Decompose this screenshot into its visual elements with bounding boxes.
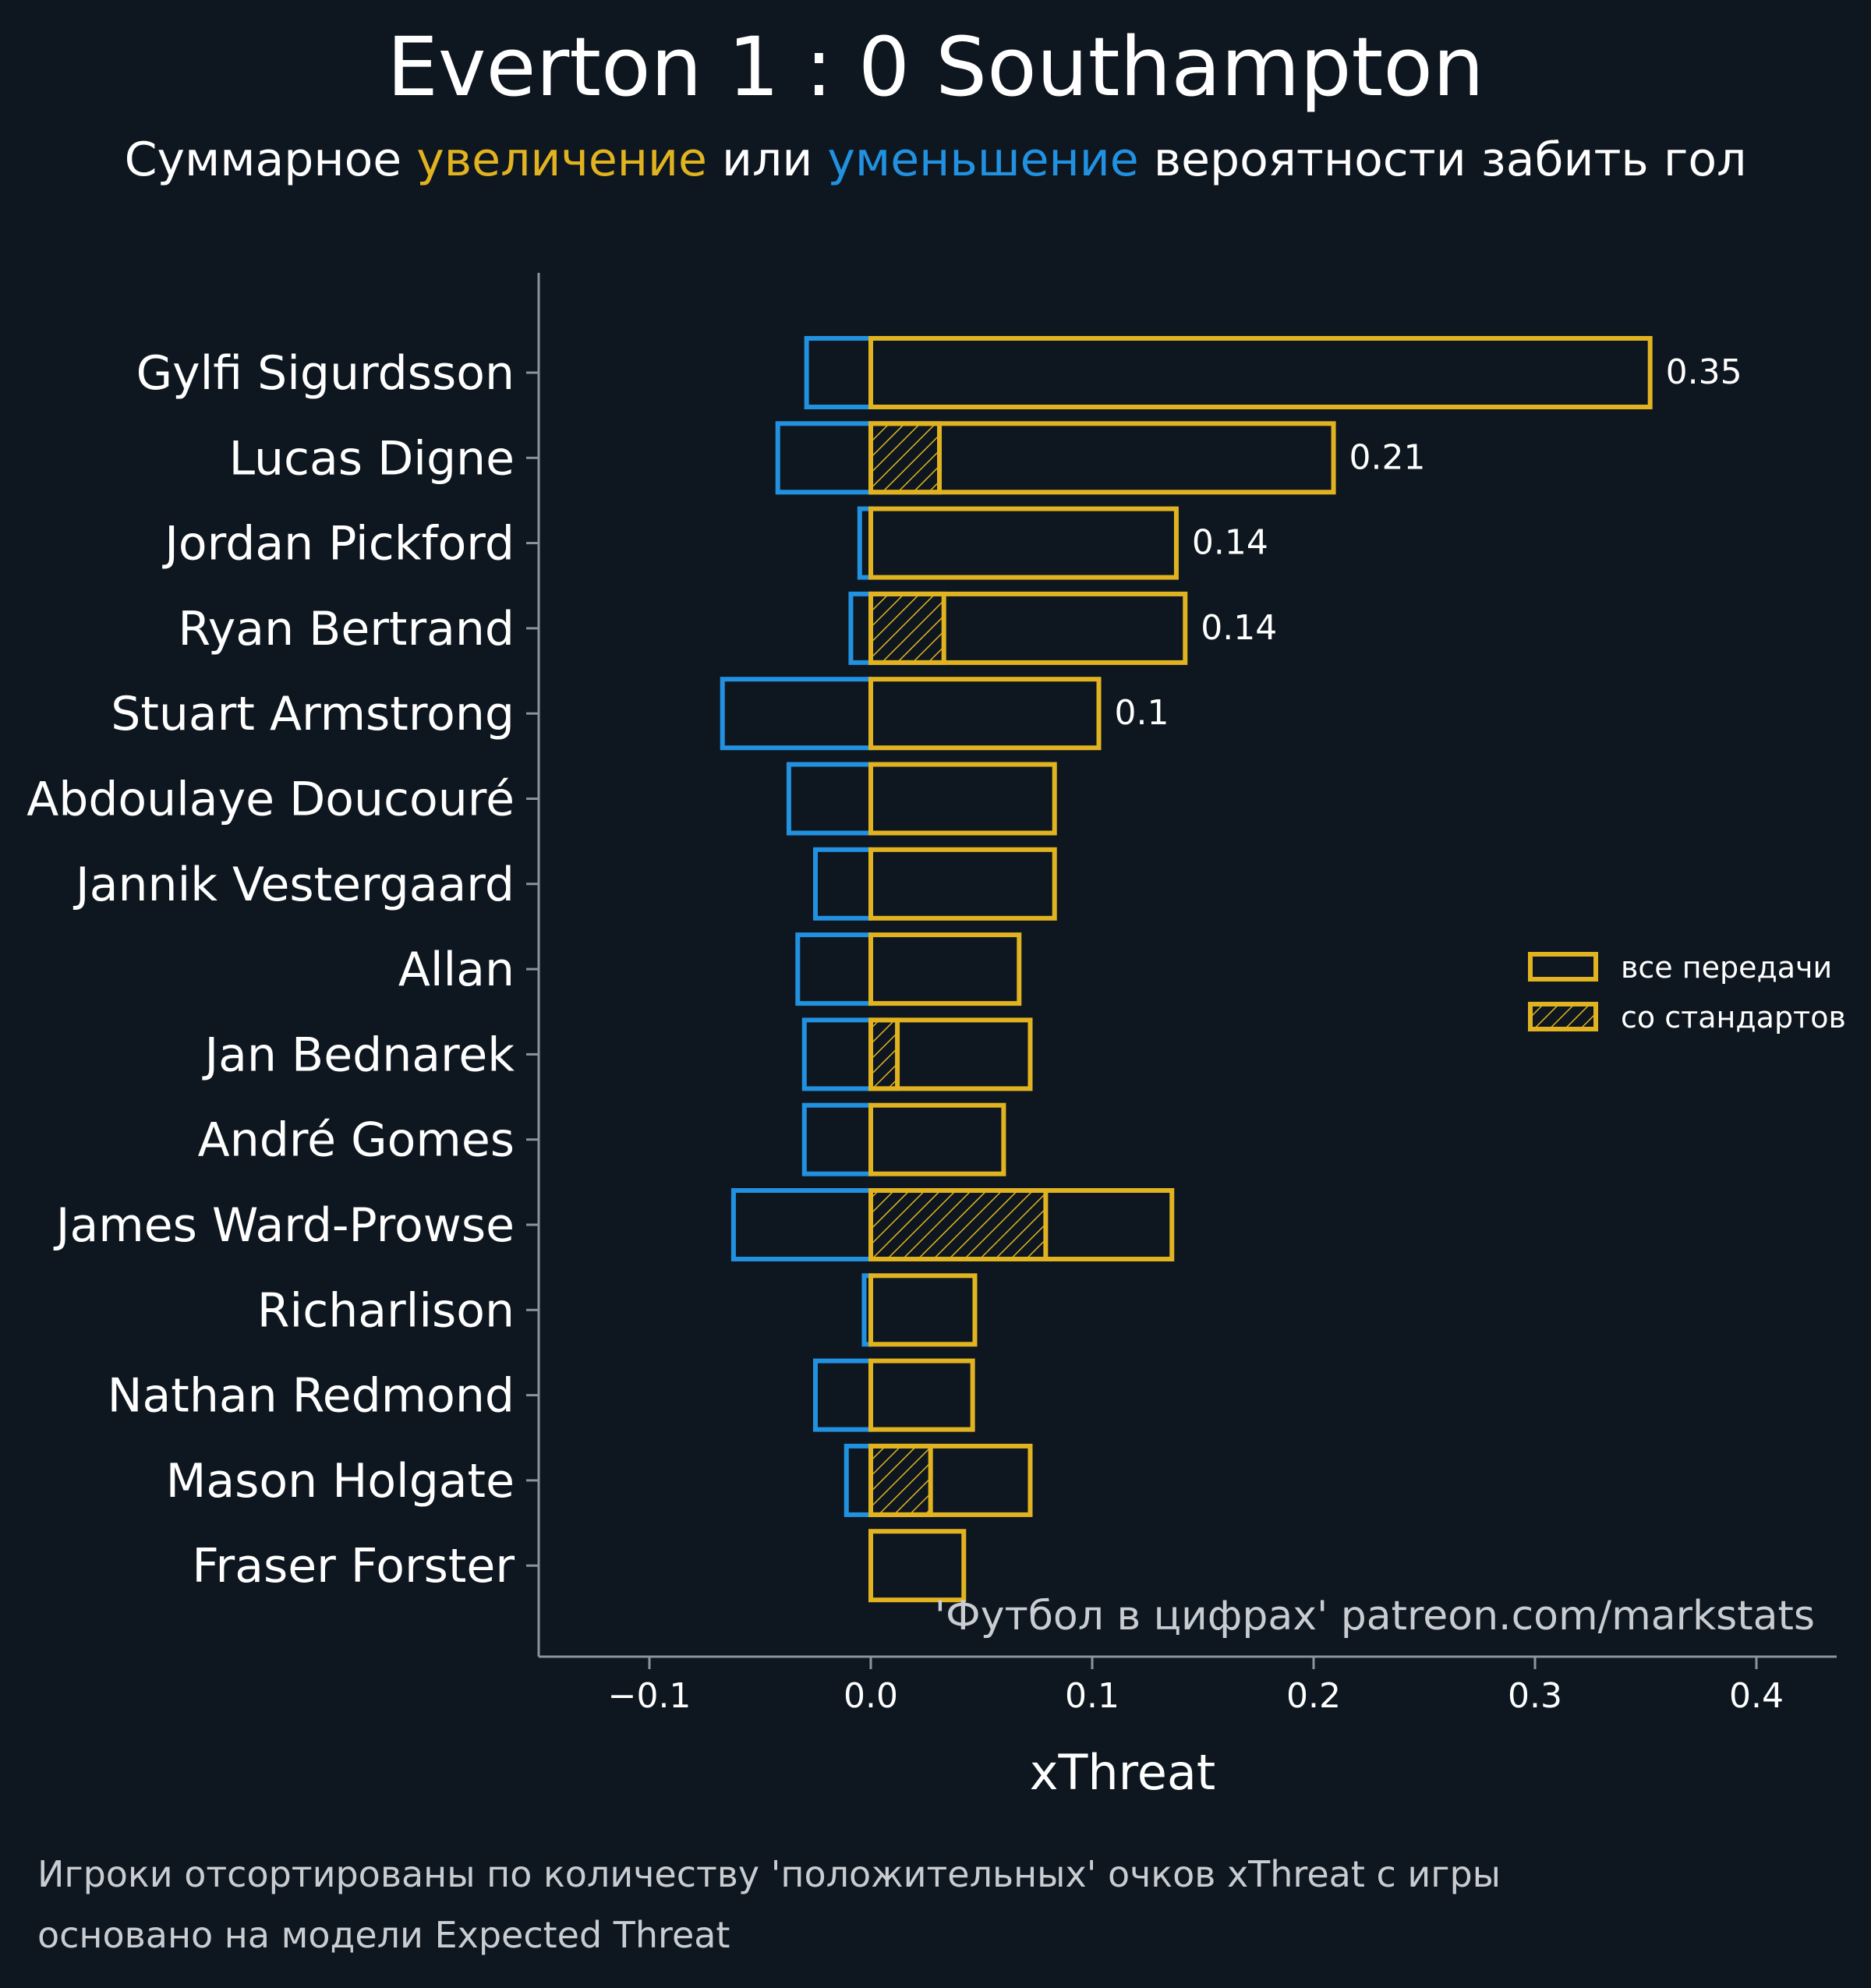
bar-value-label: 0.35 bbox=[1666, 352, 1742, 392]
bar-value-label: 0.1 bbox=[1115, 693, 1169, 733]
x-tick-label: −0.1 bbox=[608, 1676, 691, 1716]
x-ticks: −0.1 0.0 0.1 0.2 0.3 0.4 bbox=[608, 1657, 1784, 1716]
y-tick-label: Ryan Bertrand bbox=[178, 602, 515, 656]
bar-positive bbox=[868, 1358, 975, 1432]
bar-positive bbox=[868, 1102, 1006, 1176]
bar-negative bbox=[813, 847, 873, 921]
bar-negative bbox=[720, 677, 873, 751]
subtitle-prefix: Суммарное bbox=[125, 133, 417, 187]
y-tick-label: Stuart Armstrong bbox=[111, 687, 515, 741]
bar-positive bbox=[868, 1273, 978, 1347]
x-tick-label: 0.1 bbox=[1065, 1676, 1119, 1716]
y-tick-label: Jordan Pickford bbox=[161, 517, 515, 571]
bar-positive bbox=[868, 932, 1022, 1006]
y-tick-label: Jan Bednarek bbox=[201, 1028, 515, 1082]
bar-negative bbox=[795, 932, 874, 1006]
bar-negative bbox=[786, 762, 873, 836]
legend: все передачи со стандартов bbox=[1528, 950, 1846, 1035]
x-tick-label: 0.3 bbox=[1508, 1676, 1562, 1716]
y-tick-label: Gylfi Sigurdsson bbox=[136, 346, 515, 401]
bar-set-piece bbox=[868, 1188, 1049, 1261]
bar-positive bbox=[868, 1529, 967, 1603]
bar-positive bbox=[868, 847, 1057, 921]
y-tick-label: Lucas Digne bbox=[229, 431, 515, 486]
subtitle-decrease: уменьшение bbox=[827, 133, 1138, 187]
y-tick-label: Abdoulaye Doucouré bbox=[27, 773, 515, 827]
watermark: 'Футбол в цифрах' patreon.com/markstats bbox=[935, 1593, 1815, 1640]
legend-swatch-outline bbox=[1528, 952, 1598, 982]
subtitle-suffix: вероятности забить гол bbox=[1139, 133, 1747, 187]
footnote-2: основано на модели Expected Threat bbox=[37, 1914, 730, 1956]
bar-positive bbox=[868, 677, 1102, 751]
legend-swatch-hatched bbox=[1528, 1002, 1598, 1031]
bars-group: 0.35 0.21 0.14 0.14 0.1 bbox=[720, 336, 1742, 1603]
bar-positive bbox=[868, 1017, 1033, 1091]
x-tick-label: 0.0 bbox=[844, 1676, 898, 1716]
bar-negative bbox=[844, 1443, 874, 1517]
bar-value-label: 0.14 bbox=[1201, 608, 1277, 648]
bar-value-label: 0.21 bbox=[1349, 437, 1426, 477]
bar-positive bbox=[868, 1188, 1175, 1261]
legend-label-all-passes: все передачи bbox=[1621, 950, 1832, 985]
chart-subtitle: Суммарное увеличение или уменьшение веро… bbox=[125, 133, 1747, 187]
bar-negative bbox=[804, 336, 874, 409]
bar-negative bbox=[801, 1102, 874, 1176]
bar-set-piece bbox=[868, 1443, 933, 1517]
y-tick-label: Mason Holgate bbox=[166, 1454, 515, 1509]
bar-negative bbox=[848, 591, 873, 665]
bar-negative bbox=[775, 421, 873, 495]
x-tick-label: 0.2 bbox=[1286, 1676, 1341, 1716]
legend-label-set-pieces: со стандартов bbox=[1621, 1000, 1846, 1035]
y-tick-label: André Gomes bbox=[198, 1113, 515, 1168]
footnote-1: Игроки отсортированы по количеству 'поло… bbox=[37, 1853, 1501, 1895]
bar-negative bbox=[813, 1358, 873, 1432]
x-axis-label: xThreat bbox=[1030, 1744, 1215, 1801]
x-tick-label: 0.4 bbox=[1729, 1676, 1784, 1716]
bar-positive bbox=[868, 1443, 1033, 1517]
bar-negative bbox=[801, 1017, 874, 1091]
bar-set-piece bbox=[868, 591, 946, 665]
bar-value-label: 0.14 bbox=[1192, 523, 1268, 563]
bar-positive bbox=[868, 506, 1179, 580]
bar-positive bbox=[868, 762, 1057, 836]
bar-negative bbox=[730, 1188, 873, 1261]
bar-set-piece bbox=[868, 1017, 900, 1091]
bar-positive bbox=[868, 421, 1336, 495]
y-tick-label: James Ward-Prowse bbox=[53, 1198, 515, 1253]
y-tick-label: Nathan Redmond bbox=[108, 1369, 515, 1424]
subtitle-increase: увеличение bbox=[416, 133, 707, 187]
bar-positive bbox=[868, 336, 1653, 409]
y-tick-label: Fraser Forster bbox=[192, 1539, 515, 1594]
y-tick-labels: Gylfi Sigurdsson Lucas Digne Jordan Pickfo… bbox=[27, 346, 539, 1594]
y-tick-label: Allan bbox=[398, 943, 515, 997]
chart-title: Everton 1 : 0 Southampton bbox=[387, 19, 1484, 115]
subtitle-middle: или bbox=[707, 133, 827, 187]
y-tick-label: Jannik Vestergaard bbox=[73, 858, 515, 912]
y-tick-label: Richarlison bbox=[257, 1283, 515, 1338]
bar-set-piece bbox=[868, 421, 943, 495]
bar-positive bbox=[868, 591, 1188, 665]
